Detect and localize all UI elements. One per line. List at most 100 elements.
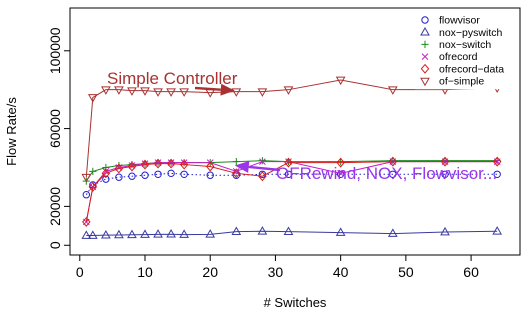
legend-marker bbox=[421, 40, 429, 48]
x-tick-label: 20 bbox=[202, 264, 218, 280]
data-point bbox=[82, 191, 91, 199]
data-point bbox=[337, 169, 345, 177]
data-point bbox=[231, 226, 242, 235]
data-point bbox=[492, 156, 502, 167]
data-point bbox=[206, 171, 214, 179]
data-point bbox=[231, 88, 242, 97]
annotation-label: Simple Controller bbox=[107, 69, 238, 88]
series-line bbox=[85, 79, 498, 178]
data-point bbox=[257, 88, 268, 97]
annotation-arrow bbox=[194, 86, 221, 91]
data-point bbox=[205, 89, 216, 98]
data-point bbox=[440, 226, 450, 236]
data-point bbox=[102, 168, 110, 175]
data-point bbox=[140, 229, 150, 238]
series-0 bbox=[82, 169, 501, 199]
data-point bbox=[388, 156, 398, 167]
legend-marker bbox=[421, 16, 429, 24]
data-point bbox=[128, 162, 136, 169]
series-line bbox=[85, 172, 498, 195]
y-tick-label: 0 bbox=[47, 241, 63, 249]
data-point bbox=[335, 227, 346, 236]
data-point bbox=[114, 229, 124, 239]
series-4 bbox=[82, 156, 502, 227]
data-point bbox=[114, 86, 124, 95]
data-point bbox=[335, 76, 346, 86]
legend-marker bbox=[420, 63, 430, 74]
data-point bbox=[154, 170, 162, 178]
data-point bbox=[258, 171, 267, 182]
data-point bbox=[101, 86, 111, 95]
annotation-label: OFRewind, NOX, Flowvisor... bbox=[276, 164, 497, 183]
legend-entry: of−simple bbox=[439, 76, 484, 88]
series-line bbox=[85, 161, 498, 223]
legend-marker bbox=[420, 26, 430, 36]
annotation-arrowhead bbox=[234, 160, 250, 173]
legend-entry: flowvisor bbox=[439, 15, 480, 27]
legend-entry: ofrecord bbox=[439, 51, 478, 63]
data-point bbox=[179, 88, 189, 97]
legend-marker bbox=[420, 77, 430, 87]
data-point bbox=[141, 160, 149, 167]
data-point bbox=[336, 157, 345, 168]
series-line bbox=[86, 230, 498, 237]
data-point bbox=[284, 157, 293, 168]
data-point bbox=[115, 173, 123, 181]
data-point bbox=[493, 170, 501, 178]
data-point bbox=[283, 226, 294, 235]
legend: flowvisornox−pyswitchnox−switchofrecordo… bbox=[415, 12, 519, 90]
data-point bbox=[336, 170, 345, 178]
y-tick-label: 100000 bbox=[47, 27, 63, 74]
data-point bbox=[153, 158, 163, 169]
x-tick-label: 30 bbox=[268, 264, 284, 280]
data-point bbox=[140, 87, 150, 96]
annotations: Simple Controller OFRewind, NOX, Flowviso… bbox=[107, 69, 497, 183]
data-point bbox=[140, 159, 150, 170]
annotation-arrow bbox=[248, 165, 281, 172]
data-point bbox=[180, 170, 188, 178]
data-point bbox=[258, 157, 266, 165]
data-point bbox=[283, 86, 294, 95]
legend-entry: ofrecord−data bbox=[439, 63, 504, 75]
data-point bbox=[128, 172, 136, 180]
data-point bbox=[102, 175, 110, 183]
data-point bbox=[441, 170, 449, 178]
legend-entry: nox−pyswitch bbox=[439, 27, 502, 39]
data-point bbox=[101, 229, 111, 239]
data-point bbox=[153, 88, 163, 97]
y-tick-label: 20000 bbox=[47, 187, 63, 226]
data-point bbox=[167, 159, 175, 166]
data-point bbox=[89, 167, 97, 175]
series-1 bbox=[81, 226, 503, 239]
data-point bbox=[166, 88, 176, 97]
data-point bbox=[81, 173, 92, 183]
data-point bbox=[82, 216, 91, 227]
data-point bbox=[88, 181, 98, 192]
data-point bbox=[114, 163, 124, 174]
plot-frame bbox=[69, 7, 521, 256]
data-point bbox=[167, 169, 175, 178]
data-point bbox=[232, 158, 240, 166]
data-point bbox=[387, 228, 398, 237]
legend-marker bbox=[421, 53, 429, 60]
data-point bbox=[205, 229, 216, 238]
data-point bbox=[102, 163, 110, 172]
data-point bbox=[257, 226, 268, 235]
plot-layer bbox=[81, 76, 503, 239]
data-point bbox=[87, 230, 98, 239]
data-point bbox=[153, 229, 163, 238]
x-tick-label: 10 bbox=[137, 264, 153, 280]
data-point bbox=[154, 159, 162, 166]
y-axis-label: Flow Rate/s bbox=[4, 97, 19, 166]
annotation-arrowhead bbox=[220, 83, 235, 96]
data-point bbox=[179, 229, 189, 238]
axes-layer: 0 10 20 30 40 50 60 0 20000 60000 100000 # Switches… bbox=[4, 7, 521, 310]
data-point bbox=[179, 159, 189, 170]
data-point bbox=[492, 226, 503, 235]
data-point bbox=[141, 171, 149, 179]
legend-entry: nox−switch bbox=[439, 39, 491, 51]
data-point bbox=[127, 229, 137, 239]
data-point bbox=[440, 156, 450, 167]
data-point bbox=[205, 161, 215, 172]
